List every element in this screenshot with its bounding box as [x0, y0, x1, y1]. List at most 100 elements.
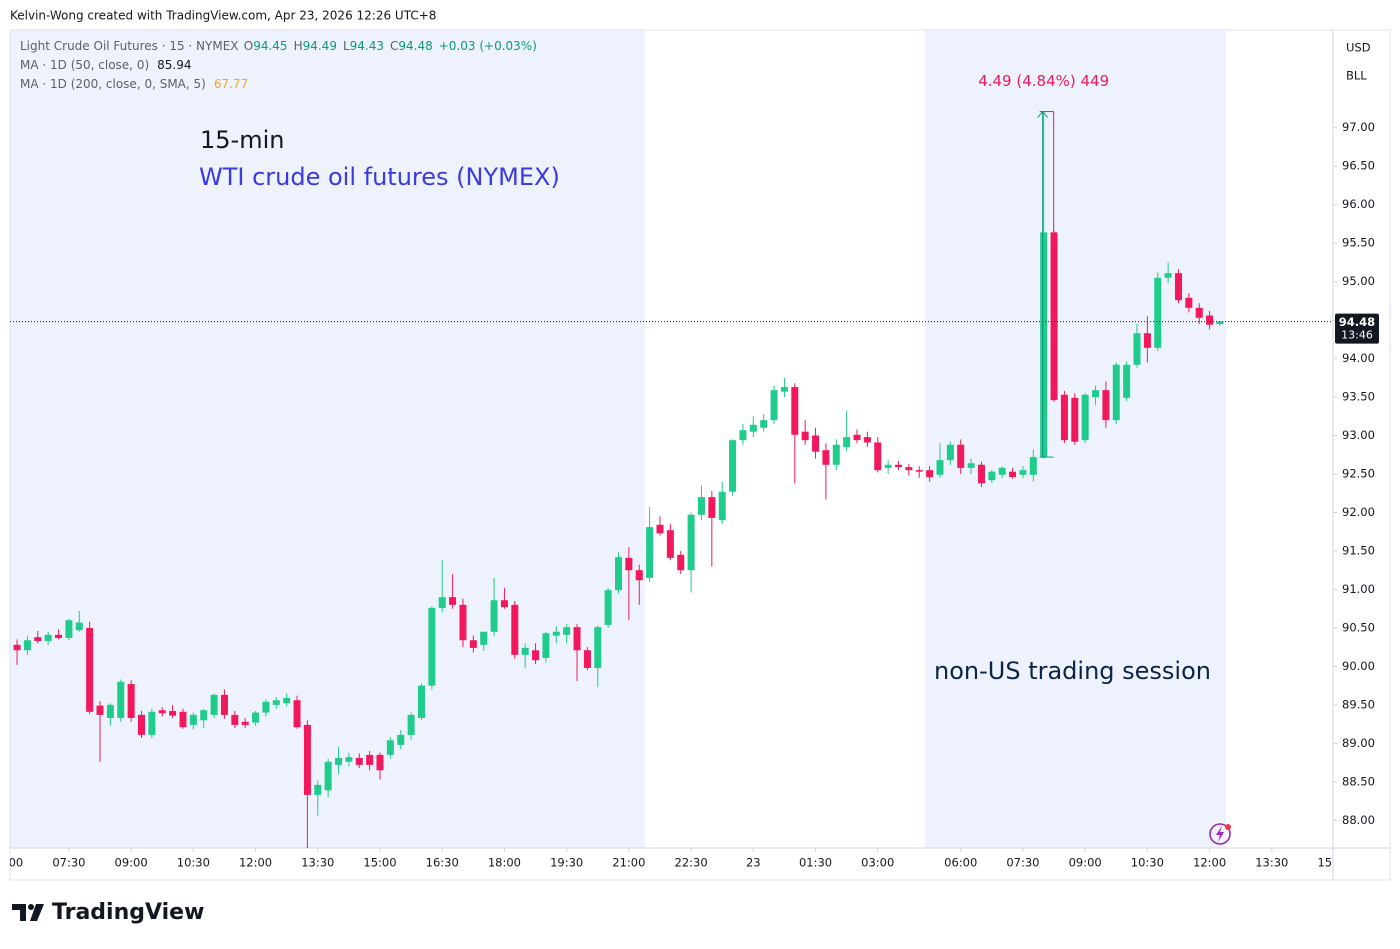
currency: USD [1346, 41, 1371, 55]
candle-body [542, 633, 550, 658]
candle-body [293, 700, 301, 728]
candle-body [96, 705, 104, 715]
x-tick-label: 23 [746, 856, 761, 870]
candle-body [1164, 273, 1172, 278]
candle-body [1081, 394, 1089, 441]
candle-body [386, 740, 394, 755]
candle-body [449, 597, 457, 605]
candle-body [656, 524, 664, 534]
candle-body [23, 640, 31, 651]
candle-body [998, 467, 1006, 475]
candle-body [1206, 315, 1214, 325]
candle-body [926, 470, 934, 478]
brand-logo [12, 904, 44, 921]
candle-body [158, 710, 166, 714]
y-tick-label: 94.00 [1342, 351, 1375, 365]
candle-body [739, 430, 747, 441]
candle-body [252, 712, 260, 723]
symbol: Light Crude Oil Futures · 15 · NYMEX [20, 39, 238, 53]
candle-body [718, 491, 726, 521]
candle-body [1050, 232, 1058, 401]
ohlc-key: H [294, 39, 303, 53]
x-tick-label: 10:30 [1131, 856, 1164, 870]
candle-body [220, 694, 228, 715]
x-tick-label: 10:30 [177, 856, 210, 870]
candle-body [1071, 397, 1079, 442]
candle-body [428, 607, 436, 686]
y-tick-label: 91.50 [1342, 543, 1375, 557]
session-band [10, 30, 645, 848]
measure-arrow [1037, 110, 1049, 118]
y-tick-label: 97.00 [1342, 120, 1375, 134]
candle-body [117, 681, 125, 718]
y-tick-label: 89.00 [1342, 736, 1375, 750]
candle-body [988, 471, 996, 481]
candle-body [1009, 471, 1017, 478]
x-tick-label: 15:00 [363, 856, 396, 870]
candle-body [314, 784, 322, 795]
candle-body [583, 650, 591, 668]
candle-body [874, 442, 882, 471]
candle-body [563, 627, 571, 635]
candle-body [137, 714, 145, 735]
candle-body [417, 685, 425, 718]
x-tick-label: 12:00 [239, 856, 272, 870]
candle-body [44, 634, 52, 641]
x-tick-label: 22:30 [675, 856, 708, 870]
indicator-name: MA · 1D (200, close, 0, SMA, 5) [20, 77, 206, 91]
annotation-title: 15-min [200, 126, 284, 154]
candle-body [65, 620, 73, 638]
candle-body [1195, 307, 1203, 318]
x-tick-label: 01:30 [799, 856, 832, 870]
y-tick-label: 93.00 [1342, 428, 1375, 442]
y-tick-label: 89.50 [1342, 697, 1375, 711]
alert-icon [1209, 823, 1231, 845]
candle-body [666, 530, 674, 558]
candle-body [459, 604, 467, 641]
candle-body [169, 711, 177, 716]
candle-body [366, 754, 374, 765]
candle-body [397, 734, 405, 745]
candle-body [853, 434, 861, 441]
candle-body [500, 600, 508, 608]
candle-body [604, 590, 612, 625]
y-tick-label: 96.00 [1342, 197, 1375, 211]
candle-body [687, 514, 695, 571]
candle-body [179, 711, 187, 728]
legend-main: Light Crude Oil Futures · 15 · NYMEX O94.… [20, 39, 537, 53]
candle-body [1092, 390, 1100, 398]
candle-body [1060, 394, 1068, 441]
candle-body [749, 424, 757, 432]
candle-body [1133, 333, 1141, 365]
x-tick-label: 21:00 [612, 856, 645, 870]
candle-body [1102, 390, 1110, 421]
candle-body [708, 497, 716, 518]
unit: BLL [1346, 69, 1367, 83]
x-tick-label: 09:00 [1069, 856, 1102, 870]
candle-body [677, 554, 685, 571]
candle-body [490, 600, 498, 632]
x-tick-label: 06:00 [0, 856, 23, 870]
x-tick-label: 12:00 [1193, 856, 1226, 870]
candle-body [635, 570, 643, 581]
indicator-value: 67.77 [214, 77, 248, 91]
candle-body [594, 627, 602, 668]
candle-body [1123, 364, 1131, 398]
candle-body [376, 754, 384, 771]
ohlc-value: 94.43 [350, 39, 384, 53]
y-tick-label: 96.50 [1342, 159, 1375, 173]
x-tick-label: 07:30 [1006, 856, 1039, 870]
candle-body [729, 440, 737, 492]
candle-body [936, 460, 944, 475]
measure-label: 4.49 (4.84%) 449 [978, 72, 1109, 90]
indicator-legend: MA · 1D (200, close, 0, SMA, 5) 67.77 [20, 77, 248, 91]
x-tick-label: 06:00 [944, 856, 977, 870]
time-axis: 06:00 07:30 09:00 10:30 12:00 13:30 15:00 16:30… [0, 848, 1333, 870]
candle-body [1029, 457, 1037, 475]
candle-body [957, 444, 965, 468]
y-tick-label: 91.00 [1342, 582, 1375, 596]
candle-body [770, 390, 778, 421]
candle-body [283, 697, 291, 704]
session-annotation: non-US trading session [934, 657, 1211, 685]
